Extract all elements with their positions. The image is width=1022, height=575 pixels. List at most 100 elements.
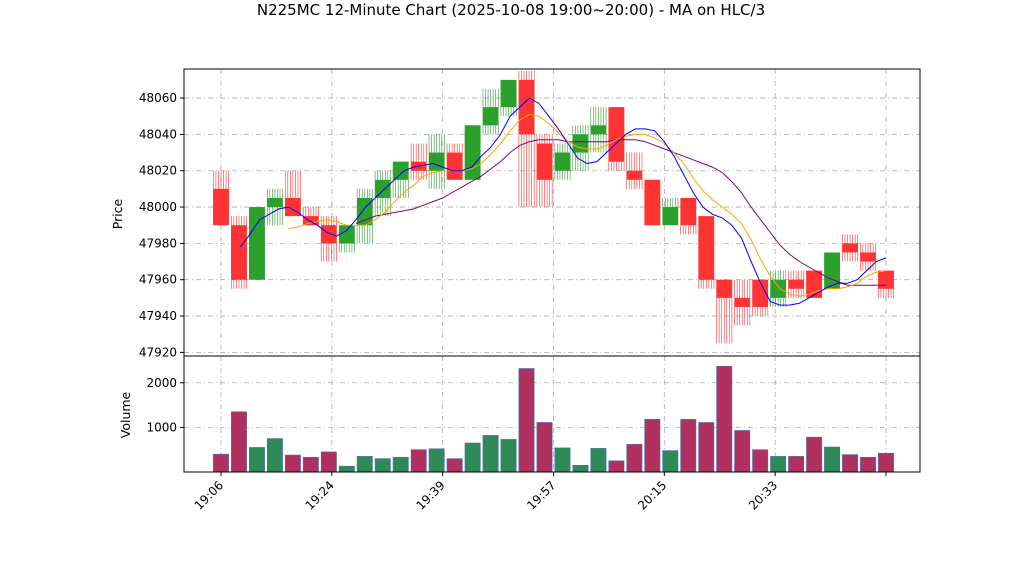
price-tick-label: 47940 xyxy=(139,309,177,323)
candle-body xyxy=(213,188,229,226)
volume-bar xyxy=(374,458,391,473)
volume-bar xyxy=(572,465,589,473)
volume-tick-label: 1000 xyxy=(146,420,177,434)
candle-body xyxy=(464,125,481,180)
volume-bar xyxy=(284,454,301,473)
price-tick-label: 47960 xyxy=(139,273,177,287)
candle-body xyxy=(357,197,373,226)
x-tick-label: 20:33 xyxy=(746,478,780,512)
volume-bar xyxy=(788,456,805,473)
volume-bar xyxy=(302,456,319,473)
volume-bar xyxy=(518,368,535,473)
chart-title: N225MC 12-Minute Chart (2025-10-08 19:00… xyxy=(257,1,765,19)
candle-body xyxy=(536,143,553,180)
candle-body xyxy=(500,79,517,108)
ma-short-line xyxy=(239,97,887,306)
ma-long-line xyxy=(355,139,886,286)
volume-bar xyxy=(338,465,355,473)
candle-body xyxy=(752,279,768,307)
volume-bar xyxy=(428,448,445,473)
ma-mid-line xyxy=(288,113,887,297)
volume-panel: 1000 2000 xyxy=(146,355,921,473)
candle-body xyxy=(860,252,876,262)
volume-axes-frame xyxy=(183,355,921,473)
volume-bar xyxy=(356,456,373,473)
candle-body xyxy=(824,252,840,289)
volume-bar xyxy=(410,449,427,473)
candle-body xyxy=(644,179,660,226)
x-tick-label: 19:39 xyxy=(413,478,447,512)
candle-body xyxy=(303,216,319,226)
candle-body xyxy=(878,270,894,289)
candle-body xyxy=(393,161,409,180)
x-tick-label: 20:15 xyxy=(635,478,669,512)
volume-bar xyxy=(482,435,499,473)
volume-bar xyxy=(554,447,571,473)
candle-body xyxy=(231,225,247,280)
volume-bar xyxy=(662,450,679,473)
volume-bar xyxy=(860,456,876,473)
candle-body xyxy=(554,152,571,171)
candle-body xyxy=(698,216,714,280)
candle-body xyxy=(734,297,750,307)
candle-body xyxy=(339,225,355,244)
volume-axis-label: Volume xyxy=(118,391,133,438)
price-tick-label: 48000 xyxy=(139,200,177,214)
candle-body xyxy=(842,243,858,253)
candle-body xyxy=(662,207,678,226)
volume-bar xyxy=(824,446,841,473)
volume-bar xyxy=(392,456,409,473)
volume-bar xyxy=(213,453,229,473)
price-tick-label: 47920 xyxy=(139,345,177,359)
volume-bar xyxy=(878,452,894,473)
candle-body xyxy=(375,179,391,198)
x-tick-label: 19:57 xyxy=(524,478,558,512)
volume-bar xyxy=(536,422,553,473)
price-tick-label: 47980 xyxy=(139,236,177,250)
candle-body xyxy=(608,107,625,162)
candle-body xyxy=(788,279,804,289)
price-tick-label: 48040 xyxy=(139,127,177,141)
volume-bar xyxy=(698,422,715,473)
volume-bar xyxy=(626,444,643,473)
candle-body xyxy=(267,197,283,208)
volume-bar xyxy=(320,451,337,473)
price-tick-label: 48060 xyxy=(139,91,177,105)
x-axis: 19:06 19:24 19:39 19:57 20:15 20:33 xyxy=(192,472,887,513)
volume-bar xyxy=(231,411,247,473)
volume-bar xyxy=(752,449,769,473)
volume-bar xyxy=(608,460,625,473)
price-panel: 47920 47940 47960 47980 48000 48020 48040 48060 xyxy=(139,68,921,359)
candle-body xyxy=(572,134,589,153)
volume-tick-label: 2000 xyxy=(146,376,177,390)
volume-bar xyxy=(590,448,607,473)
volume-bar xyxy=(446,458,463,473)
x-tick-label: 19:06 xyxy=(192,478,226,512)
candle-body xyxy=(716,279,732,298)
volume-bar xyxy=(500,439,517,473)
price-axis-label: Price xyxy=(110,198,125,229)
candle-body xyxy=(626,170,643,180)
volume-bar xyxy=(716,365,733,473)
volume-bar xyxy=(770,456,787,473)
candle-body xyxy=(518,79,535,135)
candle-body xyxy=(770,279,786,298)
volume-bar xyxy=(464,442,481,473)
candle-body xyxy=(482,107,499,126)
volume-bar xyxy=(680,419,697,473)
candle-body xyxy=(249,207,265,280)
candle-body xyxy=(447,152,463,180)
volume-bar xyxy=(644,419,661,473)
candle-body xyxy=(321,225,337,244)
candle-body xyxy=(590,125,607,135)
candle-body xyxy=(680,197,696,226)
price-tick-label: 48020 xyxy=(139,164,177,178)
volume-bar xyxy=(249,447,265,473)
volume-bar xyxy=(734,430,751,473)
volume-bar xyxy=(266,438,283,473)
x-tick-label: 19:24 xyxy=(303,478,337,512)
volume-bar xyxy=(806,436,823,473)
candle-body xyxy=(429,152,445,171)
volume-bar xyxy=(842,454,858,473)
